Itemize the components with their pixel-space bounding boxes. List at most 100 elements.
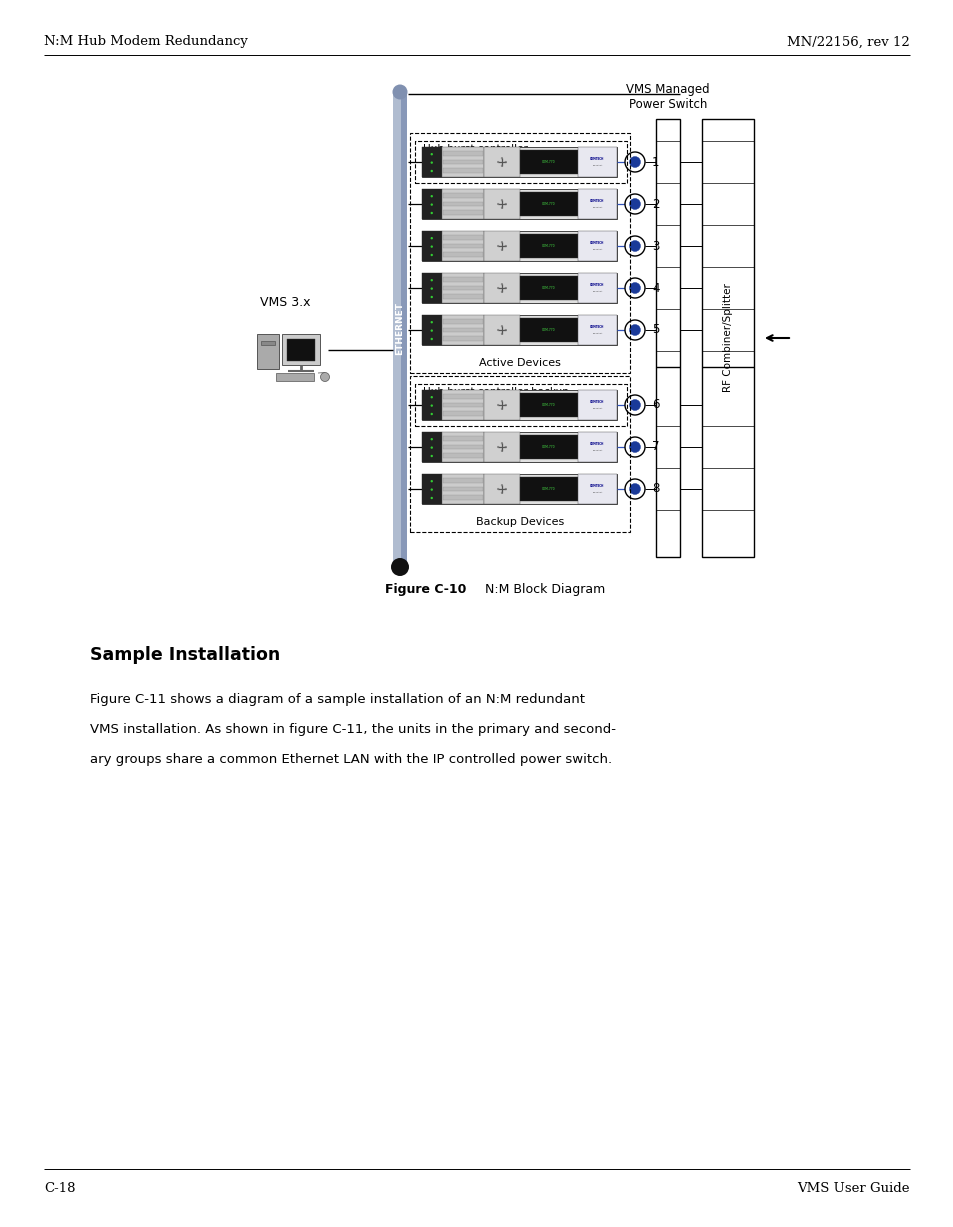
Text: 1: 1: [651, 156, 659, 168]
Bar: [484, 474, 519, 504]
Bar: [421, 390, 441, 420]
Text: 6: 6: [651, 399, 659, 411]
Bar: [421, 315, 441, 345]
Bar: [275, 373, 314, 382]
Text: COMTECH: COMTECH: [590, 283, 604, 287]
Text: Hub burst controller: Hub burst controller: [422, 144, 527, 155]
Circle shape: [430, 497, 433, 499]
Bar: [519, 436, 578, 459]
Circle shape: [430, 245, 433, 248]
Circle shape: [430, 212, 433, 215]
Text: 5: 5: [651, 324, 659, 336]
Text: Sample Installation: Sample Installation: [90, 645, 280, 664]
Circle shape: [392, 85, 407, 99]
Bar: [484, 432, 519, 463]
Bar: [421, 474, 617, 504]
Circle shape: [629, 442, 639, 453]
Circle shape: [430, 169, 433, 172]
Circle shape: [430, 162, 433, 163]
Text: Hub burst controller backup: Hub burst controller backup: [422, 387, 568, 398]
Bar: [442, 201, 483, 206]
Bar: [442, 444, 483, 449]
Text: COMTECH: COMTECH: [590, 240, 604, 245]
Circle shape: [430, 480, 433, 482]
Circle shape: [430, 455, 433, 458]
Bar: [421, 147, 617, 177]
Text: CDM-770: CDM-770: [541, 286, 555, 290]
Circle shape: [629, 324, 639, 335]
Bar: [442, 487, 483, 491]
Bar: [578, 474, 617, 504]
Text: VMS Managed: VMS Managed: [625, 82, 709, 96]
Bar: [441, 390, 484, 420]
Circle shape: [430, 287, 433, 290]
Bar: [442, 394, 483, 399]
Circle shape: [629, 282, 639, 293]
Circle shape: [624, 279, 644, 298]
Text: CDM-770: CDM-770: [541, 402, 555, 407]
Bar: [519, 477, 578, 501]
Text: CDM-770: CDM-770: [541, 202, 555, 206]
Text: Active Devices: Active Devices: [478, 358, 560, 368]
Bar: [442, 244, 483, 248]
Bar: [282, 334, 319, 364]
Bar: [421, 315, 617, 345]
Bar: [421, 390, 617, 420]
Circle shape: [430, 237, 433, 239]
Bar: [578, 272, 617, 303]
Bar: [484, 231, 519, 261]
Circle shape: [624, 479, 644, 499]
Bar: [410, 133, 629, 373]
Bar: [441, 432, 484, 463]
Bar: [701, 119, 753, 557]
Bar: [421, 474, 441, 504]
Bar: [442, 437, 483, 440]
Bar: [442, 277, 483, 282]
Text: VMS installation. As shown in figure C-11, the units in the primary and second-: VMS installation. As shown in figure C-1…: [90, 723, 616, 735]
Bar: [441, 474, 484, 504]
Text: CDM-770: CDM-770: [541, 328, 555, 333]
Bar: [415, 384, 626, 426]
Circle shape: [430, 438, 433, 440]
Circle shape: [391, 558, 409, 575]
Bar: [442, 193, 483, 198]
Bar: [415, 141, 626, 183]
Text: 4: 4: [651, 281, 659, 294]
Text: VMS User Guide: VMS User Guide: [797, 1183, 909, 1195]
Text: CDM-770: CDM-770: [541, 487, 555, 491]
Bar: [442, 411, 483, 416]
Bar: [441, 189, 484, 218]
Bar: [400, 92, 407, 564]
Circle shape: [624, 236, 644, 256]
Bar: [484, 189, 519, 218]
Bar: [442, 168, 483, 173]
Bar: [442, 151, 483, 156]
Bar: [421, 189, 617, 218]
Bar: [421, 189, 441, 218]
Text: Figure C-10: Figure C-10: [385, 584, 466, 596]
Circle shape: [629, 400, 639, 411]
Bar: [578, 189, 617, 218]
Bar: [442, 236, 483, 239]
Circle shape: [430, 488, 433, 491]
Text: COMTECH: COMTECH: [590, 442, 604, 445]
Circle shape: [629, 199, 639, 210]
Bar: [442, 453, 483, 458]
Circle shape: [629, 240, 639, 252]
Circle shape: [430, 412, 433, 415]
Bar: [484, 147, 519, 177]
Circle shape: [320, 373, 329, 382]
Text: VMS 3.x: VMS 3.x: [259, 296, 310, 308]
Bar: [421, 272, 617, 303]
Text: ary groups share a common Ethernet LAN with the IP controlled power switch.: ary groups share a common Ethernet LAN w…: [90, 752, 612, 766]
Text: COMTECH: COMTECH: [590, 400, 604, 404]
Bar: [421, 231, 441, 261]
Circle shape: [624, 320, 644, 340]
Circle shape: [430, 329, 433, 331]
Circle shape: [430, 254, 433, 256]
Bar: [441, 147, 484, 177]
Bar: [421, 147, 441, 177]
Bar: [519, 150, 578, 174]
Circle shape: [430, 153, 433, 156]
Text: ETHERNET: ETHERNET: [395, 302, 404, 355]
